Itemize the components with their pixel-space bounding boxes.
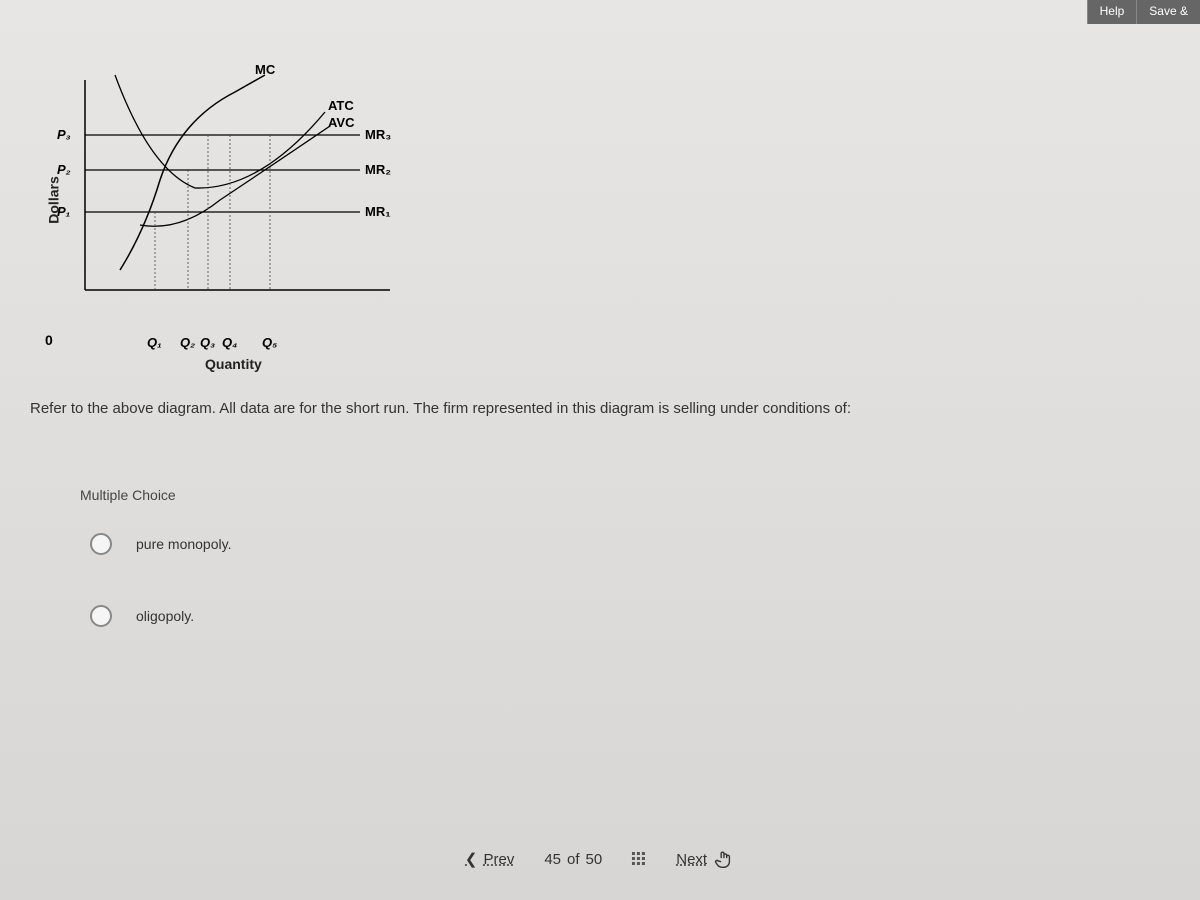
mr1-label: MR₁ xyxy=(365,204,391,219)
economics-chart: Dollars 0 P₃ P₂ P₁ Q₁ Q₂ Q₃ Q₄ Q xyxy=(60,70,460,330)
mr2-label: MR₂ xyxy=(365,162,391,177)
options-list: pure monopoly. oligopoly. xyxy=(90,533,1180,627)
nav-counter: 45 of 50 xyxy=(544,851,602,868)
prev-label: Prev xyxy=(484,851,515,868)
avc-curve xyxy=(140,126,330,226)
help-button[interactable]: Help xyxy=(1087,0,1137,24)
next-button[interactable]: Next xyxy=(676,848,735,870)
option-row: oligopoly. xyxy=(90,605,1180,627)
current-number: 45 xyxy=(544,851,561,868)
prev-button[interactable]: ❮ Prev xyxy=(465,850,514,868)
atc-label: ATC xyxy=(328,98,354,113)
chart-svg xyxy=(60,70,460,330)
total-number: 50 xyxy=(586,851,603,868)
p3-label: P₃ xyxy=(57,127,71,142)
q5-label: Q₅ xyxy=(262,335,277,350)
chevron-left-icon: ❮ xyxy=(465,850,478,868)
next-label: Next xyxy=(676,851,707,868)
radio-button[interactable] xyxy=(90,605,112,627)
cursor-hand-icon xyxy=(713,848,735,870)
q4-label: Q₄ xyxy=(222,335,237,350)
option-text: oligopoly. xyxy=(136,608,194,624)
origin-label: 0 xyxy=(45,332,53,348)
q2-label: Q₂ xyxy=(180,335,195,350)
p2-label: P₂ xyxy=(57,162,71,177)
atc-curve xyxy=(115,75,325,188)
option-text: pure monopoly. xyxy=(136,536,231,552)
question-text: Refer to the above diagram. All data are… xyxy=(30,400,1180,417)
mc-label: MC xyxy=(255,62,275,77)
radio-button[interactable] xyxy=(90,533,112,555)
content-area: Dollars 0 P₃ P₂ P₁ Q₁ Q₂ Q₃ Q₄ Q xyxy=(0,0,1200,697)
grid-icon[interactable] xyxy=(632,852,646,866)
mc-curve xyxy=(120,75,265,270)
x-axis-label: Quantity xyxy=(205,356,262,372)
avc-label: AVC xyxy=(328,115,354,130)
mr3-label: MR₃ xyxy=(365,127,391,142)
q3-label: Q₃ xyxy=(200,335,215,350)
option-row: pure monopoly. xyxy=(90,533,1180,555)
multiple-choice-label: Multiple Choice xyxy=(80,487,1180,503)
of-label: of xyxy=(567,851,580,868)
navigation-bar: ❮ Prev 45 of 50 Next xyxy=(465,848,735,870)
save-button[interactable]: Save & xyxy=(1136,0,1200,24)
q1-label: Q₁ xyxy=(147,335,162,350)
p1-label: P₁ xyxy=(57,204,70,219)
top-bar: Help Save & xyxy=(1087,0,1200,24)
